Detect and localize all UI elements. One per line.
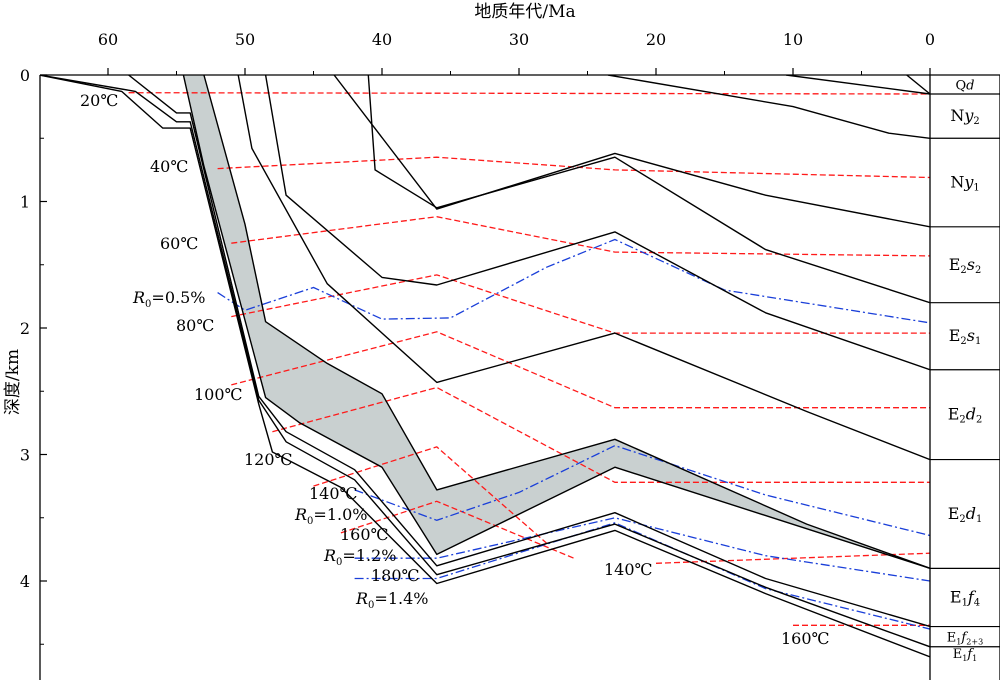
isotherm-label: 120℃ xyxy=(244,450,292,469)
y-axis-title: 深度/km xyxy=(3,349,23,415)
x-axis-title: 地质年代/Ma xyxy=(474,2,575,22)
isotherm-lines xyxy=(128,92,930,626)
burial-curve-2 xyxy=(40,75,930,648)
burial-curve-6 xyxy=(237,75,930,461)
burial-curve-9 xyxy=(333,75,930,228)
ro-label: R0=0.5% xyxy=(132,288,205,310)
isotherm-label: 140℃ xyxy=(604,560,652,579)
y-ticks: 0 1 2 3 4 xyxy=(20,66,47,645)
x-tick-label: 20 xyxy=(646,30,666,49)
ro-label: R0=1.4% xyxy=(355,589,428,611)
axes: 60 50 40 30 20 10 0 0 1 2 3 4 地质年代/Ma 深度/km xyxy=(3,2,1000,680)
x-tick-label: 10 xyxy=(783,30,803,49)
ro-label: R0=1.2% xyxy=(323,546,396,568)
burial-curve-10 xyxy=(607,75,930,139)
strata-label-E1f1: E1f1 xyxy=(953,647,978,663)
strata-label-E2s2: E2s2 xyxy=(949,255,982,276)
x-tick-label: 50 xyxy=(235,30,255,49)
y-tick-label: 4 xyxy=(20,572,30,591)
isotherm-line-3 xyxy=(231,216,930,257)
isotherm-line-7 xyxy=(313,446,547,544)
strata-label-E1f2+3: E1f2+3 xyxy=(947,631,983,647)
isotherm-label: 160℃ xyxy=(781,629,829,648)
vitrinite-reflectance-lines xyxy=(217,238,930,630)
isotherm-line-2 xyxy=(217,156,930,179)
isotherm-line-1 xyxy=(128,92,930,95)
isotherm-line-6 xyxy=(272,386,930,483)
isotherm-label: 20℃ xyxy=(80,91,118,110)
y-tick-label: 0 xyxy=(20,66,30,85)
isotherm-line-9 xyxy=(655,552,930,564)
y-tick-label: 1 xyxy=(20,193,30,212)
ro-line-4 xyxy=(354,522,930,630)
x-tick-label: 30 xyxy=(509,30,529,49)
burial-curve-5 xyxy=(203,75,930,569)
burial-curve-7 xyxy=(264,75,930,371)
y-tick-label: 3 xyxy=(20,446,30,465)
burial-curve-12 xyxy=(906,75,930,95)
ro-line-2 xyxy=(354,444,930,537)
curve-labels: 20℃ 40℃ 60℃ 80℃ 100℃ 120℃ 140℃ 160℃ 180℃ 140℃ 160℃… xyxy=(80,91,829,648)
isotherm-line-4 xyxy=(231,274,930,334)
y-tick-label: 2 xyxy=(20,319,30,338)
strata-label-E2d2: E2d2 xyxy=(948,405,983,426)
ro-line-3 xyxy=(354,517,930,582)
isotherm-label: 40℃ xyxy=(150,157,188,176)
burial-curve-8 xyxy=(367,75,930,304)
isotherm-label: 60℃ xyxy=(160,234,198,253)
strata-label-E2d1: E2d1 xyxy=(948,504,983,525)
shaded-band-2 xyxy=(436,439,930,569)
strata-label-Ny2: Ny2 xyxy=(950,106,979,127)
burial-curves xyxy=(40,75,930,658)
shaded-band-1 xyxy=(183,75,930,569)
strata-label-Ny1: Ny1 xyxy=(950,173,979,194)
shaded-source-rock-bands xyxy=(183,75,930,569)
isotherm-label: 140℃ xyxy=(309,484,357,503)
burial-curve-4 xyxy=(182,75,930,569)
burial-curve-11 xyxy=(786,75,930,95)
burial-curve-1 xyxy=(40,75,930,658)
burial-curve-3 xyxy=(128,75,930,628)
isotherm-line-5 xyxy=(231,331,930,409)
x-tick-label: 0 xyxy=(925,30,935,49)
isotherm-label: 180℃ xyxy=(371,566,419,585)
x-tick-label: 60 xyxy=(98,30,118,49)
strata-label-E2s1: E2s1 xyxy=(949,326,982,347)
isotherm-label: 100℃ xyxy=(194,385,242,404)
ro-label: R0=1.0% xyxy=(294,505,367,527)
isotherm-label: 160℃ xyxy=(340,525,388,544)
strata-label-E1f4: E1f4 xyxy=(950,587,980,608)
isotherm-label: 80℃ xyxy=(176,316,214,335)
x-tick-label: 40 xyxy=(372,30,392,49)
x-ticks: 60 50 40 30 20 10 0 xyxy=(98,30,935,75)
strata-label-Qd: Qd xyxy=(956,78,975,93)
ro-line-1 xyxy=(217,238,930,324)
